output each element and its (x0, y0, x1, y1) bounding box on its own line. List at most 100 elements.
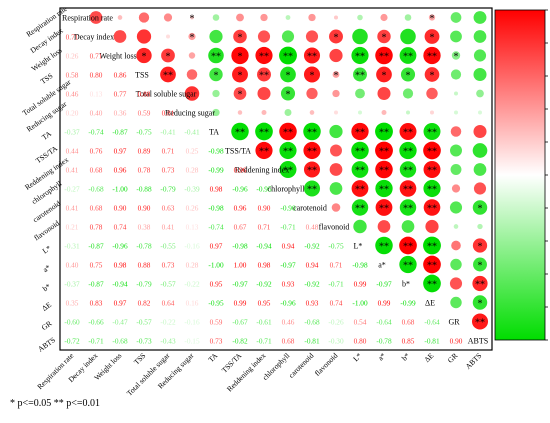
corr-value: 0.90 (258, 204, 271, 213)
diagonal-label: Total soluble sugar (136, 90, 197, 99)
corr-circle (138, 12, 150, 23)
corr-circle (303, 66, 321, 83)
corr-value: -0.78 (376, 337, 392, 346)
corr-value: -0.98 (232, 242, 248, 251)
diagonal-label: TA (209, 128, 219, 137)
corr-value: 0.58 (66, 71, 79, 80)
corr-value: -0.81 (424, 337, 440, 346)
corr-circle (332, 89, 340, 98)
corr-value: 0.88 (138, 90, 151, 99)
corr-circle (375, 122, 393, 141)
corr-circle (449, 277, 463, 290)
corr-circle (471, 313, 489, 330)
corr-circle (375, 179, 393, 198)
significance-mark: ** (283, 166, 293, 177)
corr-value: -0.92 (304, 242, 320, 251)
corr-circle (377, 220, 391, 233)
corr-value: -0.71 (328, 280, 344, 289)
significance-mark: ** (355, 204, 365, 215)
corr-value: 0.88 (138, 261, 151, 270)
column-label: Respiration rate (35, 351, 76, 392)
corr-circle (451, 240, 461, 251)
corr-circle (451, 51, 461, 60)
corr-value: 0.95 (210, 280, 223, 289)
corr-circle (280, 66, 296, 83)
corr-value: -0.71 (256, 337, 272, 346)
diagonal-label: GR (448, 318, 460, 327)
corr-value: 0.36 (114, 109, 127, 118)
row-label: a* (41, 263, 52, 275)
corr-value: 0.93 (306, 299, 319, 308)
corr-value: -0.60 (64, 318, 80, 327)
corr-value: -0.16 (184, 318, 200, 327)
corr-value: -0.61 (256, 318, 272, 327)
corr-circle (260, 13, 268, 22)
row-label: ABTS (36, 335, 57, 353)
corr-circle (399, 255, 417, 274)
corr-circle (188, 32, 196, 41)
corr-value: 0.99 (378, 299, 391, 308)
corr-value: 0.94 (306, 261, 319, 270)
corr-circle (428, 14, 436, 21)
corr-value: 0.35 (66, 299, 79, 308)
significance-mark: * (238, 33, 243, 44)
corr-value: -0.87 (112, 128, 128, 137)
corr-value: -0.96 (112, 242, 128, 251)
significance-mark: ** (307, 185, 317, 196)
corr-circle (423, 199, 441, 216)
corr-circle (209, 29, 223, 44)
corr-circle (399, 123, 417, 140)
corr-circle (423, 161, 441, 178)
corr-value: 0.71 (330, 261, 343, 270)
corr-circle (303, 161, 321, 178)
corr-value: 0.98 (114, 261, 127, 270)
significance-mark: * (430, 33, 435, 44)
corr-circle (329, 48, 343, 63)
column-label: carotenoid (287, 351, 316, 380)
corr-value: -0.43 (160, 337, 176, 346)
corr-value: 0.26 (66, 52, 79, 61)
significance-mark: ** (427, 128, 437, 139)
corr-value: 0.99 (354, 280, 367, 289)
corr-value: -0.99 (208, 166, 224, 175)
corr-value: 0.86 (114, 71, 127, 80)
corr-circle (285, 15, 291, 20)
corr-value: 0.78 (138, 166, 151, 175)
significance-mark: ** (427, 280, 437, 291)
corr-value: 0.44 (66, 147, 79, 156)
corr-circle (451, 184, 461, 193)
corr-circle (380, 13, 388, 22)
corr-value: 0.71 (66, 33, 79, 42)
significance-mark: ** (283, 52, 293, 63)
corr-value: 0.78 (90, 223, 103, 232)
column-label: L* (351, 351, 363, 363)
corr-circle (453, 224, 459, 229)
significance-mark: ** (307, 147, 317, 158)
significance-mark: * (166, 52, 171, 63)
corr-circle (454, 110, 458, 115)
corr-value: -0.57 (136, 318, 152, 327)
corr-value: 0.68 (402, 318, 415, 327)
significance-mark: * (430, 71, 435, 82)
corr-value: -0.96 (232, 185, 248, 194)
significance-mark: ** (163, 71, 173, 82)
corr-value: 0.46 (282, 318, 295, 327)
corr-circle (423, 123, 441, 140)
diagonal-label: flavonoid (319, 223, 350, 232)
significance-mark: ** (355, 128, 365, 139)
corr-value: -1.00 (112, 185, 128, 194)
corr-circle (473, 30, 487, 43)
corr-circle (255, 46, 273, 65)
diagonal-label: Respiration rate (62, 14, 113, 23)
corr-value: -0.37 (64, 280, 80, 289)
significance-mark: * (334, 33, 339, 44)
significance-mark: * (238, 52, 243, 63)
significance-mark: * (478, 261, 483, 272)
significance-footnote: * p<=0.05 ** p<=0.01 (10, 398, 101, 409)
corr-value: -0.92 (304, 280, 320, 289)
corr-value: 0.71 (162, 147, 175, 156)
corr-circle (257, 86, 271, 101)
corr-value: 0.90 (114, 204, 127, 213)
corr-circle (377, 86, 391, 101)
corr-circle (406, 110, 410, 115)
